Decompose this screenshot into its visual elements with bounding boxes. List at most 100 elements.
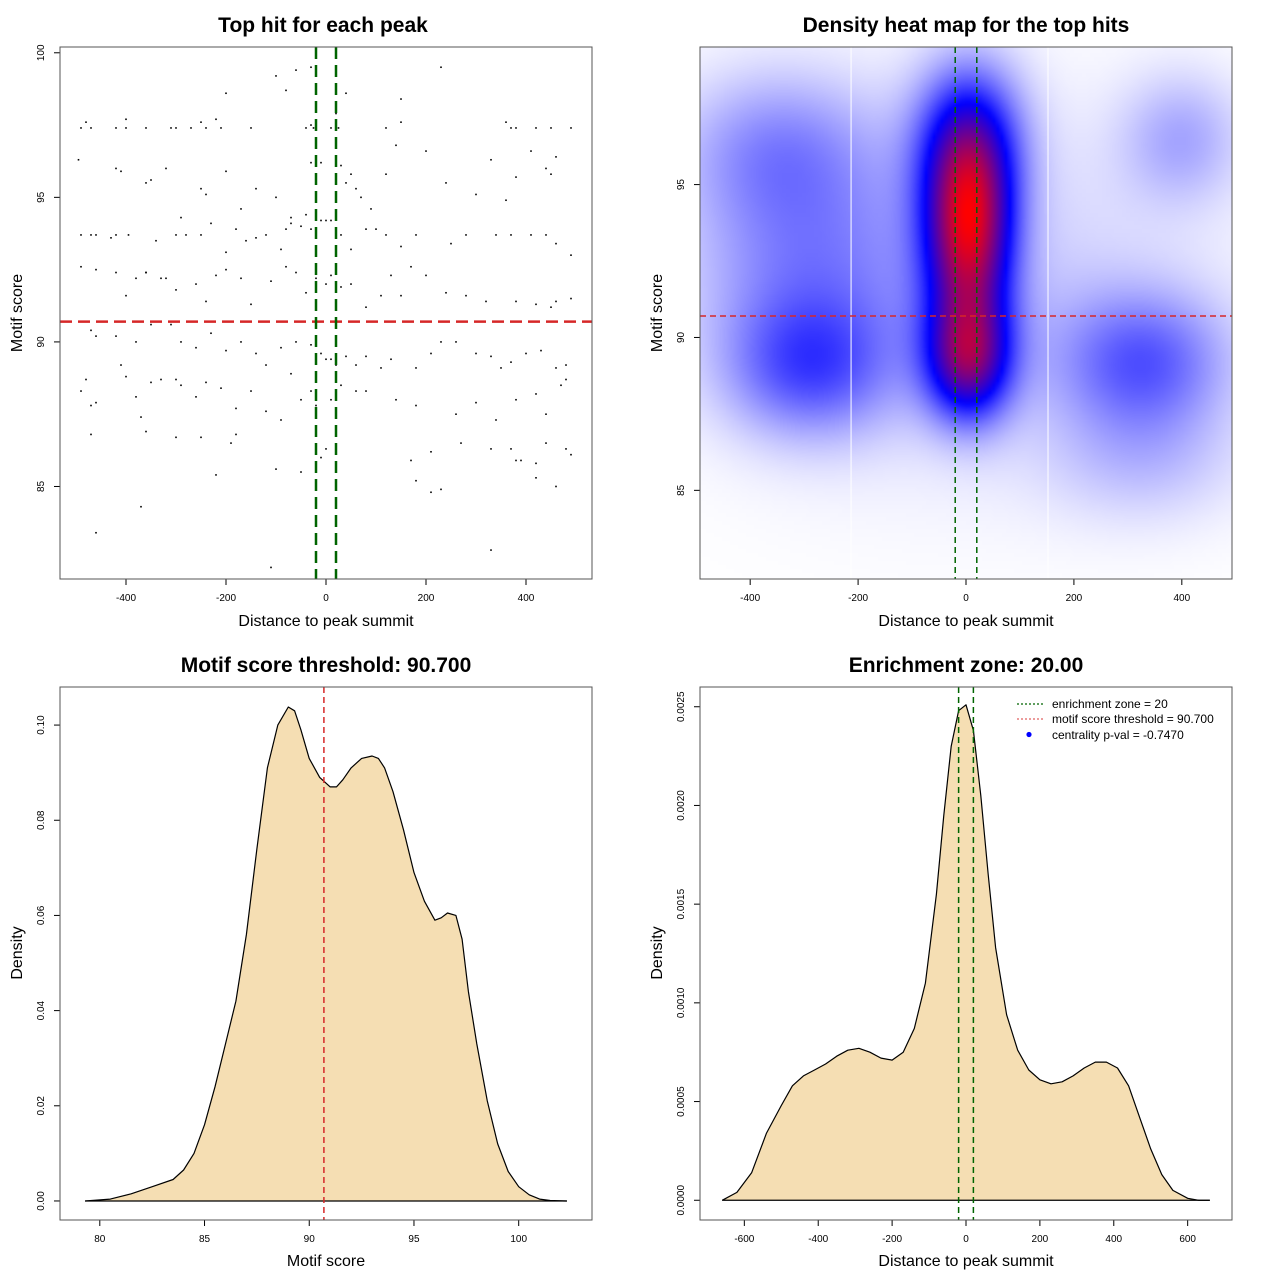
- scatter-point: [150, 179, 152, 181]
- scatter-point: [315, 404, 317, 407]
- score-density-frame: [59, 686, 593, 1221]
- legend-pval-point: [1026, 731, 1032, 738]
- scatter-point: [140, 416, 142, 418]
- scatter-point: [455, 413, 457, 415]
- scatter-point: [190, 127, 192, 129]
- scatter-point: [410, 459, 412, 462]
- scatter-point: [320, 456, 322, 459]
- x-tick-label: -400: [116, 593, 136, 604]
- scatter-point: [295, 341, 297, 343]
- scatter-point: [90, 234, 92, 236]
- scatter-point: [320, 352, 322, 355]
- scatter-point: [555, 156, 557, 158]
- heatmap-raster: [700, 47, 1232, 579]
- scatter-frame: [59, 46, 593, 580]
- scatter-point: [525, 352, 527, 355]
- scatter-point: [175, 378, 177, 381]
- scatter-point: [175, 289, 177, 291]
- scatter-point: [80, 265, 82, 268]
- scatter-point: [165, 167, 167, 170]
- distance-density-curve: [721, 704, 1210, 1201]
- x-tick-label: -600: [734, 1234, 754, 1245]
- scatter-point: [170, 323, 172, 326]
- scatter-point: [535, 477, 537, 479]
- scatter-point: [370, 208, 372, 210]
- scatter-point: [125, 127, 127, 129]
- distance-density-panel: Enrichment zone: 20.00 -600 -400 -200 0 200 4…: [649, 654, 1233, 1270]
- scatter-point: [350, 283, 352, 285]
- scatter-point: [490, 355, 492, 358]
- scatter-point: [510, 127, 512, 129]
- scatter-point: [210, 222, 212, 225]
- scatter-point: [390, 358, 392, 361]
- scatter-point: [285, 89, 287, 92]
- scatter-point: [305, 291, 307, 294]
- x-tick-label: 200: [1032, 1234, 1049, 1245]
- score-density-marks: [85, 687, 567, 1220]
- legend-pval-label: centrality p-val = -0.7470: [1052, 728, 1184, 742]
- scatter-point: [77, 158, 80, 161]
- scatter-point: [360, 196, 362, 199]
- scatter-point: [365, 355, 367, 358]
- scatter-point: [95, 234, 97, 236]
- scatter-point: [337, 127, 340, 129]
- scatter-point: [385, 127, 387, 129]
- scatter-point: [325, 448, 327, 450]
- legend: enrichment zone = 20 motif score thresho…: [1017, 697, 1214, 742]
- scatter-point: [225, 268, 227, 271]
- score-density-title: Motif score threshold: 90.700: [181, 654, 472, 677]
- scatter-point: [265, 364, 267, 366]
- scatter-point: [300, 471, 302, 473]
- scatter-point: [205, 127, 207, 129]
- y-tick-label: 0.04: [36, 1000, 47, 1020]
- scatter-point: [440, 488, 442, 491]
- scatter-point: [380, 294, 382, 297]
- scatter-point: [515, 176, 517, 178]
- scatter-point: [175, 127, 177, 129]
- scatter-point: [425, 274, 427, 277]
- scatter-point: [295, 69, 297, 71]
- scatter-point: [375, 228, 377, 230]
- x-tick-label: -400: [808, 1234, 828, 1245]
- scatter-point: [195, 396, 197, 398]
- scatter-point: [545, 234, 547, 236]
- scatter-point: [90, 329, 92, 332]
- scatter-point: [485, 300, 487, 303]
- scatter-point: [175, 234, 177, 236]
- scatter-point: [555, 485, 557, 488]
- scatter-point: [325, 219, 327, 222]
- scatter-point: [345, 182, 347, 184]
- scatter-point: [495, 234, 497, 236]
- scatter-point: [127, 234, 130, 236]
- scatter-point: [95, 401, 97, 404]
- scatter-point: [385, 173, 387, 176]
- y-tick-label: 90: [36, 336, 47, 348]
- scatter-point: [415, 234, 417, 236]
- scatter-point: [275, 75, 277, 77]
- scatter-point: [395, 144, 397, 147]
- scatter-point: [565, 448, 567, 450]
- scatter-point: [250, 127, 252, 129]
- scatter-x-axis-label: Distance to peak summit: [238, 613, 414, 630]
- scatter-point: [490, 158, 492, 161]
- scatter-point: [450, 242, 452, 245]
- scatter-point: [80, 234, 82, 236]
- scatter-point: [135, 341, 137, 343]
- scatter-point: [225, 349, 227, 352]
- scatter-point: [205, 193, 207, 196]
- scatter-point: [570, 254, 572, 256]
- y-tick-label: 85: [676, 484, 687, 496]
- x-tick-label: 400: [1105, 1234, 1122, 1245]
- x-tick-label: 90: [304, 1234, 316, 1245]
- scatter-point: [195, 283, 197, 285]
- heatmap-x-axis-label: Distance to peak summit: [878, 613, 1054, 630]
- y-tick-label: 0.0015: [676, 888, 687, 919]
- scatter-point: [340, 286, 342, 288]
- scatter-point: [220, 387, 222, 389]
- scatter-point: [550, 306, 552, 309]
- scatter-point: [465, 234, 467, 236]
- scatter-point: [300, 398, 302, 401]
- scatter-point: [350, 248, 352, 251]
- scatter-point: [520, 459, 522, 462]
- scatter-point: [510, 448, 512, 450]
